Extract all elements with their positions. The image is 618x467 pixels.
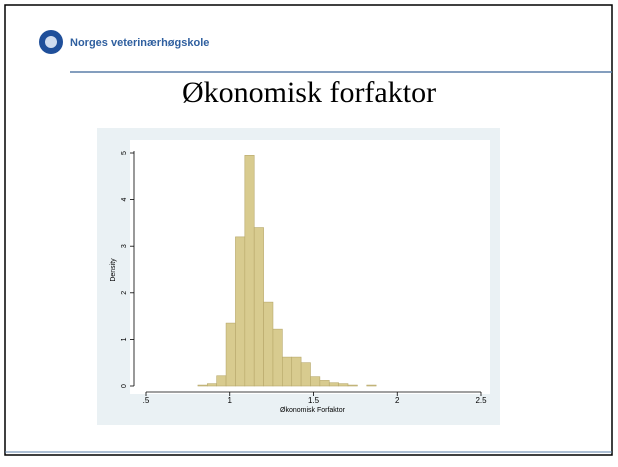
bar (197, 384, 208, 387)
plot-area (130, 140, 490, 394)
y-tick-label: 2 (121, 291, 128, 295)
bar (366, 384, 377, 387)
bar (225, 322, 236, 387)
y-tick-label: 3 (121, 244, 128, 248)
y-tick-label: 1 (121, 337, 128, 341)
x-tick-label: 2 (395, 396, 400, 405)
x-tick-label: 1 (228, 396, 233, 405)
bar (300, 362, 311, 387)
y-tick-label: 0 (121, 384, 128, 388)
x-tick-label: .5 (143, 396, 150, 405)
bar (253, 227, 264, 387)
y-axis-label: Density (110, 258, 117, 282)
logo-text: Norges veterinærhøgskole (70, 37, 209, 49)
logo-inner (45, 36, 57, 48)
bar (216, 375, 227, 387)
y-tick-label: 4 (121, 198, 128, 202)
x-tick-label: 2.5 (475, 396, 487, 405)
bar (272, 328, 283, 387)
bar (235, 236, 246, 387)
bar (347, 384, 358, 387)
histogram: 0 1 2 3 4 5 .5 1 1.5 2 2.5 Økonomisk Forfaktor Densi… (110, 151, 487, 414)
bar (263, 301, 274, 387)
bar (319, 380, 330, 387)
bar (328, 382, 339, 387)
bar (291, 356, 302, 387)
x-tick-label: 1.5 (308, 396, 320, 405)
bar (282, 356, 293, 387)
bar (310, 376, 321, 387)
x-axis-label: Økonomisk Forfaktor (280, 407, 346, 414)
y-tick-label: 5 (121, 151, 128, 155)
slide-title: Økonomisk forfaktor (182, 76, 436, 109)
bar (338, 383, 349, 387)
bar (207, 383, 217, 387)
bar (244, 155, 255, 387)
